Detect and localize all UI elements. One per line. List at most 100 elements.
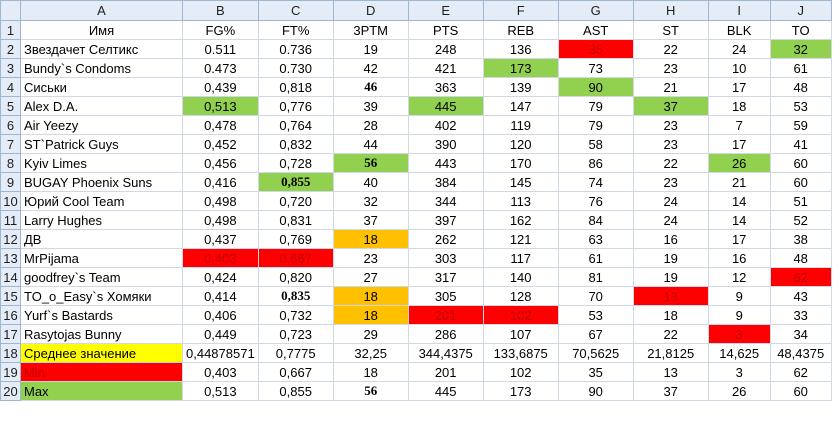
stat-cell[interactable]: 29 <box>332 324 409 344</box>
stat-cell[interactable]: 0,452 <box>182 134 259 154</box>
stat-cell[interactable]: 3 <box>707 362 771 382</box>
stat-cell[interactable]: 0,416 <box>182 172 259 192</box>
stat-cell[interactable]: 0.736 <box>257 39 334 59</box>
stat-cell[interactable]: 162 <box>482 210 559 230</box>
stat-cell[interactable]: 317 <box>407 267 484 287</box>
stat-cell[interactable]: 0.730 <box>257 58 334 78</box>
stat-cell[interactable]: 0,456 <box>182 153 259 173</box>
row-header[interactable]: 5 <box>0 96 21 116</box>
stat-cell[interactable]: 17 <box>707 134 771 154</box>
row-header[interactable]: 11 <box>0 210 21 230</box>
stat-cell[interactable]: 303 <box>407 248 484 268</box>
stat-cell[interactable]: 23 <box>632 115 709 135</box>
stat-cell[interactable]: 74 <box>557 172 634 192</box>
stat-cell[interactable]: 81 <box>557 267 634 287</box>
row-header[interactable]: 16 <box>0 305 21 325</box>
stat-cell[interactable]: 0,513 <box>182 381 259 401</box>
team-name-cell[interactable]: Сиськи <box>20 77 183 97</box>
row-header[interactable]: 13 <box>0 248 21 268</box>
team-name-cell[interactable]: Среднее значение <box>20 343 183 363</box>
stat-cell[interactable]: 19 <box>632 267 709 287</box>
stat-cell[interactable]: 38 <box>769 229 832 249</box>
stat-cell[interactable]: 19 <box>332 39 409 59</box>
row-header[interactable]: 4 <box>0 77 21 97</box>
stat-cell[interactable]: 0,406 <box>182 305 259 325</box>
stat-cell[interactable]: 0,723 <box>257 324 334 344</box>
stat-cell[interactable]: 0.473 <box>182 58 259 78</box>
stat-cell[interactable]: 14 <box>707 210 771 230</box>
stat-cell[interactable]: 390 <box>407 134 484 154</box>
header-cell[interactable]: 3PTM <box>332 20 409 40</box>
stat-cell[interactable]: 344,4375 <box>407 343 484 363</box>
stat-cell[interactable]: 58 <box>557 134 634 154</box>
stat-cell[interactable]: 18 <box>632 305 709 325</box>
stat-cell[interactable]: 46 <box>332 77 409 97</box>
stat-cell[interactable]: 18 <box>332 305 409 325</box>
row-header[interactable]: 9 <box>0 172 21 192</box>
stat-cell[interactable]: 128 <box>482 286 559 306</box>
column-header-f[interactable]: F <box>482 0 559 21</box>
stat-cell[interactable]: 0,820 <box>257 267 334 287</box>
stat-cell[interactable]: 18 <box>707 96 771 116</box>
stat-cell[interactable]: 90 <box>557 381 634 401</box>
stat-cell[interactable]: 18 <box>332 229 409 249</box>
stat-cell[interactable]: 43 <box>769 286 832 306</box>
header-cell[interactable]: REB <box>482 20 559 40</box>
row-header[interactable]: 20 <box>0 381 21 401</box>
stat-cell[interactable]: 13 <box>632 286 709 306</box>
stat-cell[interactable]: 286 <box>407 324 484 344</box>
stat-cell[interactable]: 23 <box>332 248 409 268</box>
stat-cell[interactable]: 23 <box>632 58 709 78</box>
team-name-cell[interactable]: MrPijama <box>20 248 183 268</box>
stat-cell[interactable]: 32,25 <box>332 343 409 363</box>
stat-cell[interactable]: 60 <box>769 172 832 192</box>
stat-cell[interactable]: 0,449 <box>182 324 259 344</box>
stat-cell[interactable]: 0,776 <box>257 96 334 116</box>
stat-cell[interactable]: 0.511 <box>182 39 259 59</box>
stat-cell[interactable]: 73 <box>557 58 634 78</box>
column-header-a[interactable]: A <box>20 0 183 21</box>
stat-cell[interactable]: 90 <box>557 77 634 97</box>
stat-cell[interactable]: 62 <box>769 362 832 382</box>
row-header[interactable]: 3 <box>0 58 21 78</box>
stat-cell[interactable]: 61 <box>769 58 832 78</box>
team-name-cell[interactable]: Air Yeezy <box>20 115 183 135</box>
stat-cell[interactable]: 26 <box>707 153 771 173</box>
stat-cell[interactable]: 48,4375 <box>769 343 832 363</box>
header-cell[interactable]: BLK <box>707 20 771 40</box>
header-cell[interactable]: ST <box>632 20 709 40</box>
stat-cell[interactable]: 28 <box>332 115 409 135</box>
stat-cell[interactable]: 0,478 <box>182 115 259 135</box>
stat-cell[interactable]: 136 <box>482 39 559 59</box>
stat-cell[interactable]: 145 <box>482 172 559 192</box>
stat-cell[interactable]: 139 <box>482 77 559 97</box>
select-all-corner[interactable] <box>0 0 21 21</box>
stat-cell[interactable]: 119 <box>482 115 559 135</box>
header-cell[interactable]: AST <box>557 20 634 40</box>
stat-cell[interactable]: 173 <box>482 381 559 401</box>
stat-cell[interactable]: 120 <box>482 134 559 154</box>
stat-cell[interactable]: 0,728 <box>257 153 334 173</box>
header-cell[interactable]: Имя <box>20 20 183 40</box>
stat-cell[interactable]: 9 <box>707 286 771 306</box>
stat-cell[interactable]: 201 <box>407 305 484 325</box>
team-name-cell[interactable]: TO_o_Easy`s Хомяки <box>20 286 183 306</box>
stat-cell[interactable]: 445 <box>407 96 484 116</box>
stat-cell[interactable]: 12 <box>707 267 771 287</box>
stat-cell[interactable]: 0,667 <box>257 362 334 382</box>
stat-cell[interactable]: 27 <box>332 267 409 287</box>
stat-cell[interactable]: 113 <box>482 191 559 211</box>
stat-cell[interactable]: 56 <box>332 153 409 173</box>
stat-cell[interactable]: 10 <box>707 58 771 78</box>
stat-cell[interactable]: 21 <box>632 77 709 97</box>
stat-cell[interactable]: 443 <box>407 153 484 173</box>
stat-cell[interactable]: 23 <box>632 134 709 154</box>
stat-cell[interactable]: 79 <box>557 96 634 116</box>
header-cell[interactable]: TO <box>769 20 832 40</box>
stat-cell[interactable]: 0,667 <box>257 248 334 268</box>
stat-cell[interactable]: 32 <box>769 39 832 59</box>
stat-cell[interactable]: 22 <box>632 324 709 344</box>
stat-cell[interactable]: 201 <box>407 362 484 382</box>
stat-cell[interactable]: 39 <box>332 96 409 116</box>
stat-cell[interactable]: 56 <box>332 381 409 401</box>
